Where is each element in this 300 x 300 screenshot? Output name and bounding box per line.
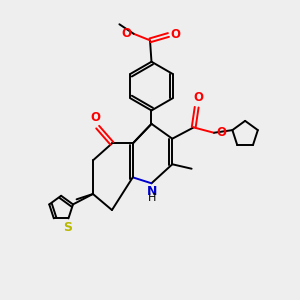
Text: H: H xyxy=(148,193,157,203)
Text: O: O xyxy=(216,126,226,139)
Text: O: O xyxy=(91,111,100,124)
Text: S: S xyxy=(63,221,72,234)
Text: O: O xyxy=(170,28,181,40)
Text: O: O xyxy=(122,27,132,40)
Text: O: O xyxy=(193,91,203,104)
Text: N: N xyxy=(147,185,158,198)
